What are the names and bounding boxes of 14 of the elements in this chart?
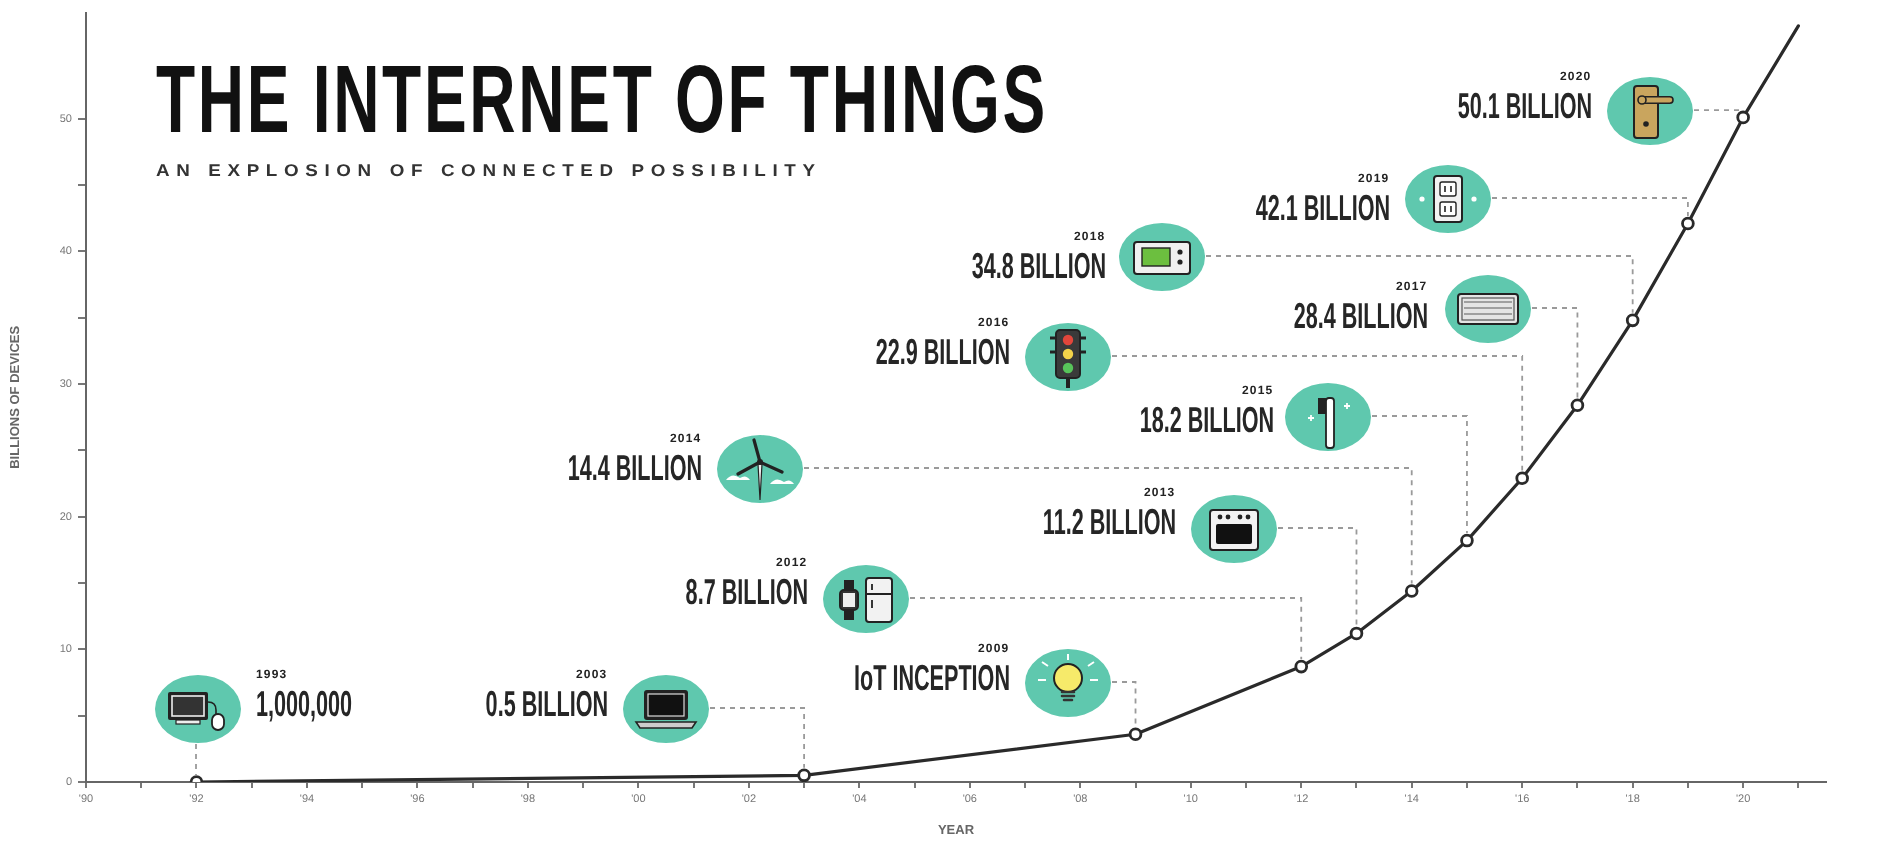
chart-title: THE INTERNET OF THINGS [156, 48, 1048, 154]
annotation: 14.4 BILLION [567, 448, 703, 488]
annotation: 0.5 BILLION [485, 684, 609, 724]
annotation: 42.1 BILLION [1255, 188, 1391, 228]
annotation: 18.2 BILLION [1139, 400, 1275, 440]
annotation: IoT INCEPTION [854, 658, 1010, 698]
annotation: 28.4 BILLION [1293, 296, 1429, 336]
text: AN EXPLOSION OF CONNECTED POSSIBILITY [156, 160, 822, 180]
annotation: 34.8 BILLION [971, 246, 1107, 286]
annotation: 22.9 BILLION [875, 332, 1011, 372]
annotation: 50.1 BILLION [1457, 86, 1593, 126]
annotation: 1,000,000 [256, 684, 353, 724]
annotation: 8.7 BILLION [685, 572, 809, 612]
annotation: 11.2 BILLION [1042, 502, 1177, 542]
